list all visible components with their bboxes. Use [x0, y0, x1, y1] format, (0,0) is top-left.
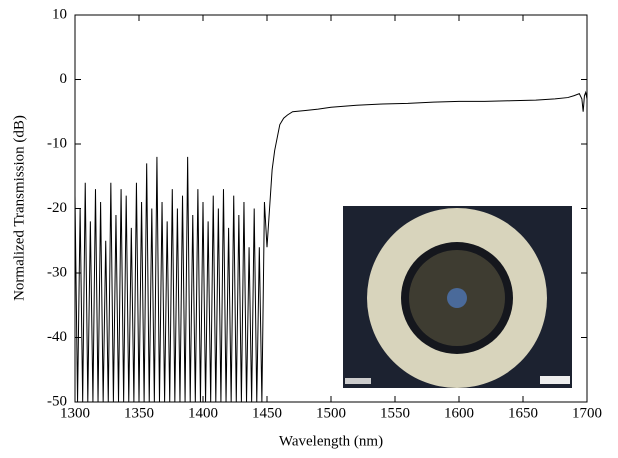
y-tick-label: 0 — [60, 71, 68, 87]
x-tick-label: 1300 — [60, 405, 90, 421]
y-tick-label: 10 — [52, 6, 67, 22]
y-tick-label: -40 — [47, 329, 67, 345]
scale-bar — [540, 376, 570, 384]
data-line — [74, 90, 588, 403]
y-tick-label: -50 — [47, 393, 67, 409]
y-tick-label: -10 — [47, 135, 67, 151]
y-tick-label: -30 — [47, 264, 67, 280]
x-tick-label: 1600 — [444, 405, 474, 421]
inset-label-box — [345, 378, 371, 384]
x-tick-label: 1550 — [380, 405, 410, 421]
x-axis-label: Wavelength (nm) — [279, 433, 383, 449]
x-tick-label: 1700 — [572, 405, 602, 421]
x-tick-label: 1450 — [252, 405, 282, 421]
x-tick-label: 1350 — [124, 405, 154, 421]
x-tick-label: 1400 — [188, 405, 218, 421]
y-axis-label: Normalized Transmission (dB) — [11, 115, 27, 301]
inset-image — [343, 206, 572, 388]
y-tick-label: -20 — [47, 200, 67, 216]
x-tick-label: 1500 — [316, 405, 346, 421]
x-tick-label: 1650 — [508, 405, 538, 421]
fiber-core — [447, 288, 467, 308]
